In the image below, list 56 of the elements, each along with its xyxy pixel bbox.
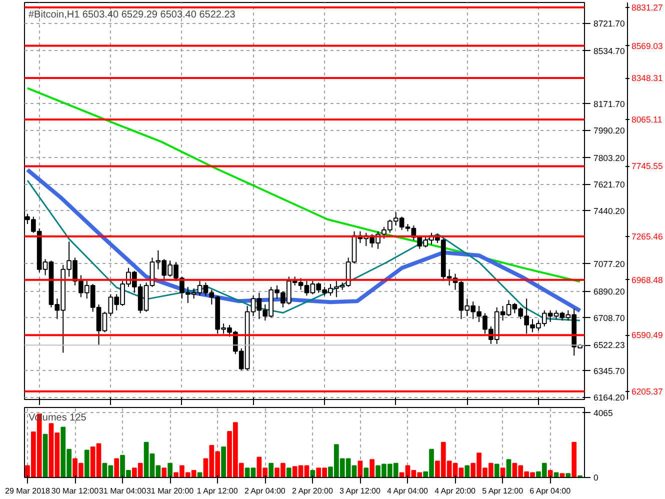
bar — [310, 470, 316, 478]
y-tick-label: 6345.70 — [594, 366, 625, 376]
x-tick-label: 31 Mar 20:00 — [146, 486, 194, 496]
bar — [494, 464, 500, 478]
x-tick-label: 1 Apr 12:00 — [196, 486, 238, 496]
bar — [358, 460, 363, 478]
x-tick-label: 6 Apr 04:00 — [530, 486, 572, 496]
bar — [286, 468, 292, 478]
bar — [566, 473, 571, 478]
y-tick-label: 7990.20 — [594, 125, 625, 136]
bar — [548, 470, 553, 478]
y-tick-label: 7803.20 — [594, 152, 625, 163]
ref-line-label: 6590.49 — [632, 330, 663, 340]
y-tick-label: 0 — [594, 472, 598, 482]
y-tick-label: 4065 — [594, 408, 613, 418]
y-tick-label: 8721.70 — [594, 18, 625, 28]
x-tick-label: 29 Mar 2018 — [5, 486, 50, 496]
ref-line-label: 8348.31 — [632, 73, 663, 84]
y-tick-label: 8171.70 — [594, 98, 625, 109]
y-tick-label: 7077.20 — [594, 258, 625, 269]
ref-line-label: 7265.46 — [632, 231, 663, 242]
x-tick-label: 2 Apr 04:00 — [244, 486, 286, 496]
bar — [370, 459, 375, 478]
bar — [168, 462, 172, 478]
ref-line-label: 8831.27 — [632, 2, 663, 12]
y-tick-label: 6708.70 — [594, 312, 625, 323]
line-series — [26, 87, 582, 283]
bar — [572, 442, 577, 478]
bar — [506, 459, 512, 478]
bar — [84, 450, 90, 478]
x-tick-label: 30 Mar 12:00 — [51, 486, 100, 496]
ref-line-label: 6522.23 — [594, 340, 625, 350]
bar — [464, 465, 470, 478]
bar — [364, 468, 369, 478]
ref-line-label: 8065.11 — [632, 114, 662, 124]
y-tick-label: 6890.20 — [594, 286, 625, 296]
y-tick-label: 7621.70 — [594, 179, 625, 190]
ref-line-label: 7745.55 — [632, 161, 663, 172]
x-tick-label: 5 Apr 12:00 — [482, 486, 524, 496]
x-tick-label: 4 Apr 04:00 — [387, 486, 429, 496]
text: #Bitcoin,H1 6503.40 6529.29 6503.40 6522.23 — [28, 10, 236, 20]
y-tick-label: 7440.20 — [594, 206, 625, 216]
bar — [42, 434, 48, 478]
bar — [221, 446, 226, 478]
ref-line-label: 6968.48 — [632, 274, 663, 285]
bar — [114, 458, 120, 478]
y-tick-label: 6164.20 — [594, 392, 625, 402]
ref-line-label: 8569.03 — [632, 40, 663, 51]
bar — [162, 468, 167, 478]
y-tick-label: 8534.70 — [594, 46, 625, 56]
ref-line-label: 6205.37 — [632, 386, 663, 396]
x-tick-label: 2 Apr 20:00 — [292, 486, 334, 496]
x-tick-label: 4 Apr 20:00 — [434, 486, 476, 496]
x-tick-label: 31 Mar 04:00 — [98, 486, 147, 496]
bar — [268, 462, 274, 478]
x-tick-label: 3 Apr 12:00 — [340, 486, 381, 496]
